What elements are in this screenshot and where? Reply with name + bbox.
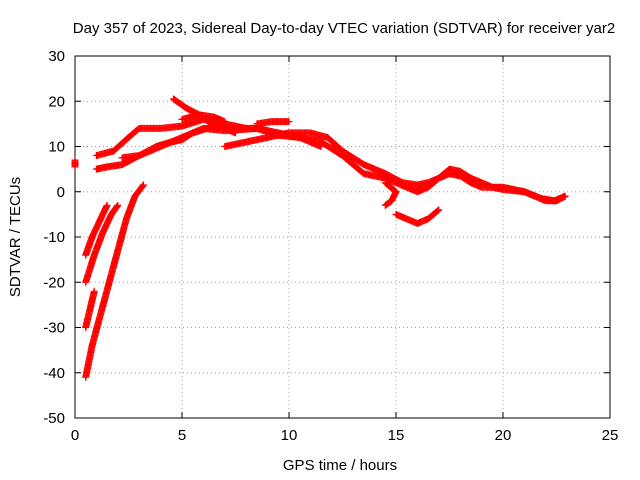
data-point (434, 207, 442, 215)
x-tick-label: 25 (602, 427, 619, 444)
x-tick-label: 0 (71, 427, 79, 444)
x-axis-label: GPS time / hours (283, 457, 397, 474)
y-tick-label: 10 (48, 139, 65, 156)
y-tick-label: 20 (48, 93, 65, 110)
y-axis-label: SDTVAR / TECUs (7, 177, 24, 297)
x-tick-label: 10 (281, 427, 298, 444)
series-arc-k (221, 129, 569, 205)
y-tick-label: -10 (43, 229, 65, 246)
x-tick-label: 5 (178, 427, 186, 444)
series-arc-l (253, 118, 293, 128)
data-point (90, 287, 98, 295)
series-arc-a (82, 201, 111, 259)
x-tick-label: 15 (388, 427, 405, 444)
data-point (103, 201, 111, 209)
data-point (114, 201, 122, 209)
data-point (382, 201, 390, 209)
data-point (221, 118, 229, 126)
data-point (435, 206, 443, 214)
data-point (71, 163, 79, 171)
data-point (561, 192, 569, 200)
x-tick-label: 20 (495, 427, 512, 444)
y-tick-label: -50 (43, 410, 65, 427)
y-tick-label: -20 (43, 274, 65, 291)
y-tick-label: 30 (48, 48, 65, 65)
data-point (139, 181, 147, 189)
y-tick-label: -40 (43, 365, 65, 382)
y-tick-labels: -50 -40 -30 -20 -10 0 10 20 30 (43, 48, 65, 427)
series-arc-m (392, 206, 443, 227)
data-point (381, 201, 389, 209)
data-point (113, 202, 121, 210)
data-point (139, 182, 147, 190)
chart-title: Day 357 of 2023, Sidereal Day-to-day VTE… (73, 20, 615, 37)
y-tick-label: 0 (57, 184, 65, 201)
series-arc-j (178, 111, 229, 126)
data-point (232, 129, 239, 137)
y-tick-label: -30 (43, 320, 65, 337)
series-arc-e (71, 156, 79, 171)
data-point (285, 118, 293, 126)
axis-ticks (74, 55, 611, 419)
series-arc-b (82, 201, 122, 286)
series-arc-d (82, 181, 147, 381)
series-arc-n (381, 179, 400, 209)
series-arc-c (82, 287, 98, 331)
data-layer (71, 95, 569, 381)
x-tick-labels: 0 5 10 15 20 25 (71, 427, 619, 444)
